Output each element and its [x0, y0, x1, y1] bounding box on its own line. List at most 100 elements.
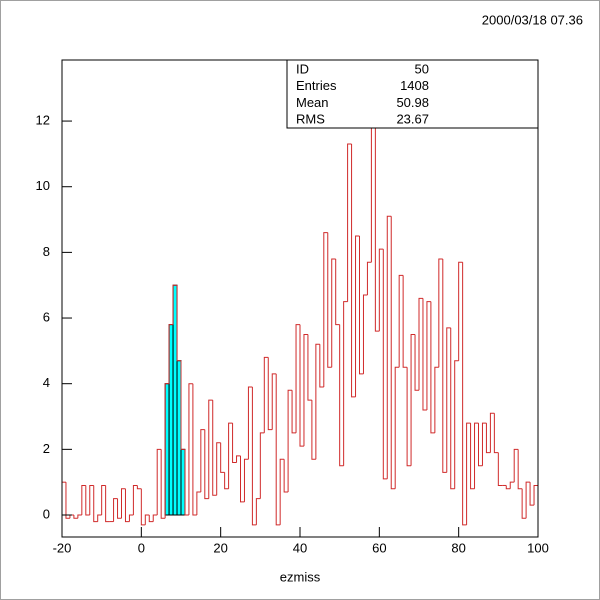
- histogram-bin: [65, 482, 70, 519]
- histogram-bin: [489, 412, 495, 453]
- histogram-bin: [77, 514, 82, 519]
- histogram-bin: [513, 448, 519, 483]
- histogram-bin: [374, 104, 380, 332]
- histogram-bin: [394, 366, 400, 489]
- histogram-bin: [351, 144, 356, 398]
- histogram-bin: [327, 232, 332, 368]
- histogram-bin: [144, 514, 150, 525]
- histogram-bin: [232, 423, 237, 463]
- histogram-bin: [271, 373, 277, 430]
- histogram-bin: [113, 498, 118, 522]
- histogram-bin: [485, 423, 491, 454]
- histogram-bin: [311, 400, 316, 460]
- stat-value: 50: [415, 61, 429, 76]
- timestamp: 2000/03/18 07.36: [482, 12, 583, 27]
- histogram-bin: [343, 301, 348, 466]
- histogram-bin: [160, 449, 166, 519]
- histogram-bin: [466, 422, 471, 525]
- histogram-bin: [398, 274, 404, 368]
- y-tick-label: 6: [43, 309, 50, 324]
- histogram-bin: [410, 333, 416, 466]
- histogram-bin: [525, 481, 531, 519]
- stats: ID 50 Entries 1408 Mean 50.98 RMS 23.67: [296, 61, 429, 126]
- histogram-bin: [255, 498, 261, 525]
- x-tick-label: 0: [138, 540, 145, 555]
- histogram-bin: [101, 484, 106, 516]
- stat-label: RMS: [296, 112, 325, 127]
- histogram-bin: [517, 449, 523, 490]
- histogram-bin: [450, 327, 455, 490]
- histogram-bin: [128, 514, 134, 522]
- histogram-bin: [378, 248, 384, 332]
- histogram-bin: [434, 366, 439, 433]
- histogram-bin: [462, 262, 467, 526]
- histogram-bin: [303, 333, 308, 447]
- histogram-bin: [355, 235, 360, 397]
- histogram-bin: [93, 485, 98, 523]
- histogram-bin: [168, 324, 174, 384]
- histogram-bin: [263, 356, 269, 433]
- histogram-bin: [251, 386, 257, 526]
- histogram-bin: [228, 422, 233, 489]
- histogram-bin: [267, 357, 273, 431]
- stat-label: Entries: [296, 78, 337, 93]
- histogram-bin: [184, 449, 189, 516]
- histogram-bin: [331, 258, 336, 368]
- histogram-bin: [509, 481, 515, 489]
- histogram-bin: [136, 485, 142, 490]
- histogram-bin: [192, 383, 197, 516]
- histogram-bin: [359, 235, 364, 375]
- histogram-bin: [196, 491, 201, 516]
- histogram-bin: [212, 400, 217, 496]
- histogram-bin: [180, 360, 185, 450]
- histogram-bin: [458, 261, 463, 361]
- histogram-bin: [335, 258, 340, 326]
- histogram-bin: [240, 455, 245, 503]
- stat-label: ID: [296, 61, 309, 76]
- histogram-bin: [533, 484, 538, 506]
- histogram-bin: [295, 324, 300, 433]
- histogram-bin: [470, 423, 475, 490]
- histogram-bin: [430, 301, 435, 434]
- x-tick-label: 60: [372, 540, 386, 555]
- y-tick-label: 2: [43, 441, 50, 456]
- histogram-bin: [188, 383, 193, 516]
- stat-label: Mean: [296, 95, 329, 110]
- histogram-bin: [307, 334, 312, 401]
- histogram-bin: [402, 275, 408, 368]
- y-tick-label: 0: [43, 506, 50, 521]
- histogram-bin: [382, 249, 388, 480]
- histogram-bin: [85, 485, 90, 516]
- stat-value: 50.98: [396, 95, 429, 110]
- histogram-bin: [418, 297, 423, 391]
- histogram-bin: [156, 448, 162, 516]
- histogram-bin: [220, 442, 225, 473]
- histogram-bin: [414, 334, 419, 391]
- histogram-bin: [347, 143, 352, 302]
- histogram-bin: [140, 488, 146, 526]
- highlight-bin: [172, 284, 178, 516]
- histogram-bin: [497, 452, 503, 486]
- stats-box: [286, 59, 539, 129]
- histogram-bin: [124, 488, 130, 523]
- x-axis-label: ezmiss: [280, 569, 321, 584]
- histogram-bin: [446, 327, 451, 473]
- highlight-bin: [176, 360, 182, 516]
- histogram-bin: [236, 455, 241, 463]
- highlight-bin: [164, 383, 170, 516]
- histogram-bin: [493, 413, 499, 454]
- histogram-bin: [386, 215, 392, 479]
- histogram-bin: [474, 422, 479, 489]
- histogram-bin: [390, 216, 396, 490]
- histogram-bin: [216, 442, 221, 496]
- histogram-bin: [275, 373, 281, 526]
- histogram-bin: [97, 514, 102, 522]
- histogram-bin: [105, 485, 110, 523]
- histogram-bin: [339, 324, 344, 467]
- histogram-bin: [438, 258, 443, 368]
- histogram-bin: [243, 458, 249, 502]
- histogram-bin: [362, 294, 368, 374]
- histogram-bin: [176, 285, 181, 362]
- x-tick-label: 40: [293, 540, 307, 555]
